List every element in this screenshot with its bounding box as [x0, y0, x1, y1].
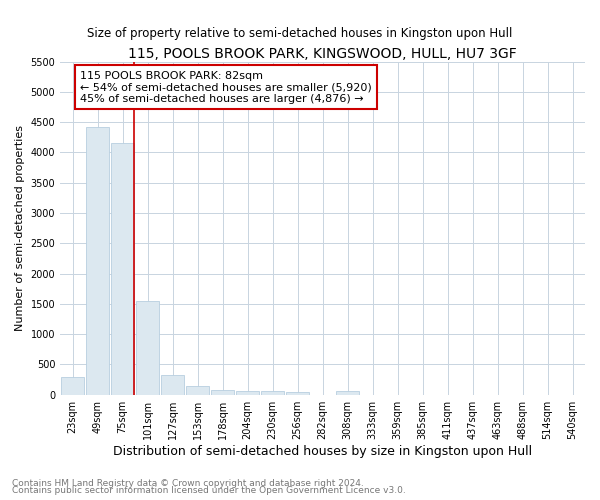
Bar [161, 375, 184, 394]
Text: Contains public sector information licensed under the Open Government Licence v3: Contains public sector information licen… [12, 486, 406, 495]
X-axis label: Distribution of semi-detached houses by size in Kingston upon Hull: Distribution of semi-detached houses by … [113, 444, 532, 458]
Text: Size of property relative to semi-detached houses in Kingston upon Hull: Size of property relative to semi-detach… [88, 28, 512, 40]
Bar [286, 392, 309, 394]
Title: 115, POOLS BROOK PARK, KINGSWOOD, HULL, HU7 3GF: 115, POOLS BROOK PARK, KINGSWOOD, HULL, … [128, 48, 517, 62]
Text: Contains HM Land Registry data © Crown copyright and database right 2024.: Contains HM Land Registry data © Crown c… [12, 478, 364, 488]
Bar [136, 301, 159, 394]
Y-axis label: Number of semi-detached properties: Number of semi-detached properties [15, 125, 25, 331]
Bar [262, 391, 284, 394]
Bar [86, 127, 109, 394]
Bar [61, 376, 84, 394]
Bar [112, 144, 134, 394]
Bar [236, 391, 259, 394]
Bar [211, 390, 234, 394]
Bar [337, 391, 359, 394]
Bar [187, 386, 209, 394]
Text: 115 POOLS BROOK PARK: 82sqm
← 54% of semi-detached houses are smaller (5,920)
45: 115 POOLS BROOK PARK: 82sqm ← 54% of sem… [80, 70, 372, 104]
